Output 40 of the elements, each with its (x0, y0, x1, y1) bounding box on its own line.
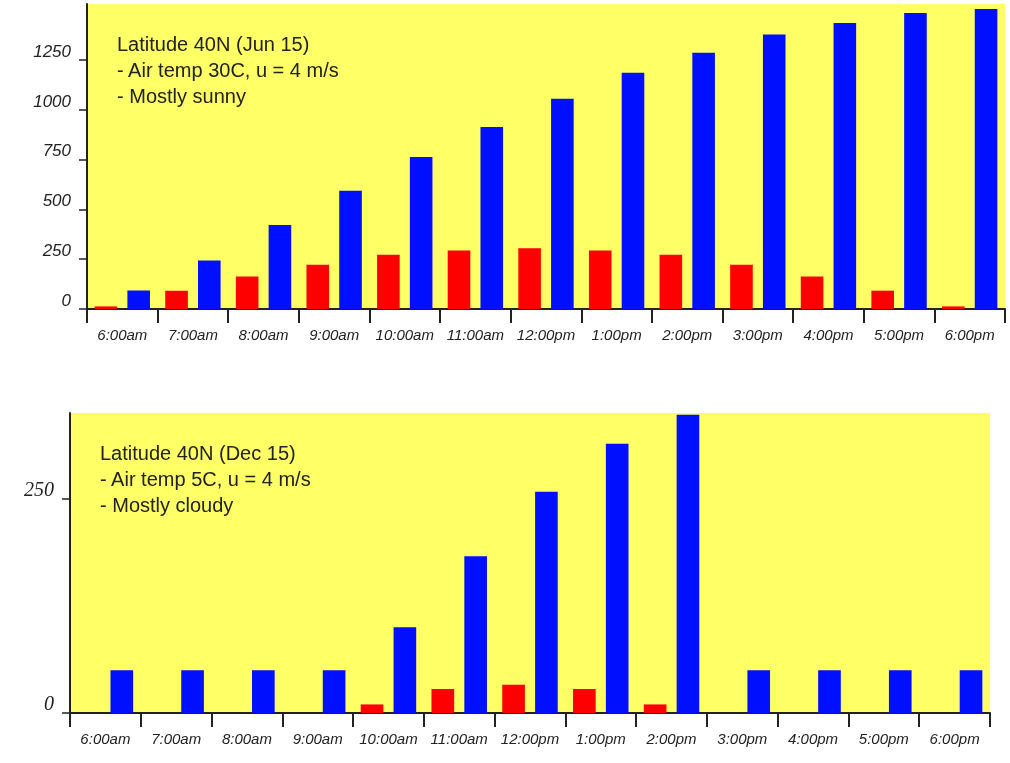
x-tick-label: 5:00pm (858, 730, 909, 747)
y-tick-label: 500 (42, 191, 72, 211)
x-tick-label: 5:00pm (874, 326, 925, 343)
y-tick-label: 750 (42, 141, 72, 161)
annotation: - Air temp 30C, u = 4 m/s (117, 59, 339, 81)
x-tick-label: 12:00pm (500, 730, 560, 747)
y-tick-label: 250 (24, 477, 54, 500)
x-tick-label: 6:00am (80, 730, 131, 747)
x-tick-label: 9:00am (309, 326, 360, 343)
annotation: Latitude 40N (Dec 15) (100, 442, 296, 464)
x-tick-label: 1:00pm (591, 326, 642, 343)
x-tick-label: 10:00am (359, 730, 418, 747)
annotation: - Mostly cloudy (100, 494, 234, 516)
y-tick-label: 0 (44, 692, 54, 714)
x-tick-label: 7:00am (167, 326, 218, 343)
x-tick-label: 2:00pm (645, 730, 697, 747)
x-tick-label: 1:00pm (575, 730, 626, 747)
x-tick-label: 6:00pm (944, 326, 995, 343)
x-tick-label: 7:00am (151, 730, 202, 747)
x-tick-label: 2:00pm (661, 326, 713, 343)
y-tick-label: 1250 (33, 41, 72, 61)
annotation: - Air temp 5C, u = 4 m/s (100, 468, 311, 490)
y-tick-label: 1000 (33, 91, 72, 111)
annotation: - Mostly sunny (117, 85, 246, 107)
x-tick-label: 12:00pm (516, 326, 576, 343)
x-tick-label: 8:00am (221, 730, 272, 747)
x-tick-label: 3:00pm (732, 326, 783, 343)
x-tick-label: 9:00am (292, 730, 343, 747)
x-tick-label: 8:00am (238, 326, 289, 343)
x-tick-label: 6:00am (97, 326, 148, 343)
x-tick-label: 11:00am (446, 326, 505, 343)
x-tick-label: 11:00am (430, 730, 488, 747)
x-tick-label: 10:00am (375, 326, 434, 343)
x-tick-label: 4:00pm (803, 326, 854, 343)
x-tick-label: 6:00pm (929, 730, 980, 747)
x-tick-label: 3:00pm (717, 730, 768, 747)
y-tick-label: 250 (41, 241, 72, 261)
x-tick-label: 4:00pm (788, 730, 839, 747)
y-tick-label: 0 (61, 291, 72, 310)
annotation: Latitude 40N (Jun 15) (117, 33, 310, 55)
